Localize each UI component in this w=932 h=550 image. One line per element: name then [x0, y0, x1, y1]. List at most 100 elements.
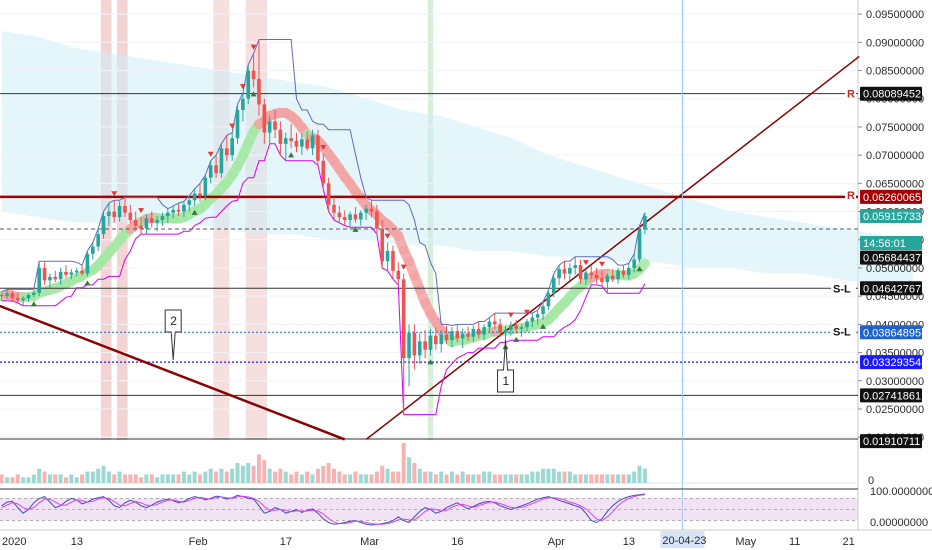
volume-bar — [0, 474, 4, 483]
candle-body — [283, 138, 288, 144]
candle-body — [117, 205, 122, 218]
volume-bar — [208, 468, 213, 483]
volume-bar — [546, 468, 551, 483]
candles — [0, 39, 647, 415]
volume-bar — [240, 465, 245, 483]
buy-marker — [513, 336, 520, 342]
volume-bar — [80, 474, 85, 483]
candle-body — [509, 325, 513, 330]
candle-body — [278, 129, 283, 144]
candle-body — [348, 214, 352, 220]
price-tag — [860, 325, 922, 340]
volume-bar — [380, 465, 385, 483]
volume-bar — [503, 474, 508, 483]
price-tag — [860, 236, 922, 251]
volume-bar — [369, 474, 374, 483]
volume-bar — [47, 474, 52, 483]
time-axis[interactable]: 2020 13 Feb 17 Mar 16 Apr 13 May 11 21 20-04-23 — [0, 529, 932, 550]
volume-bar — [10, 477, 15, 483]
sell-marker — [138, 208, 145, 214]
annotations: R R S-L S-L 2 1 — [164, 86, 856, 393]
price-axis[interactable]: 0.095000000.090000000.085000000.08000000… — [858, 9, 924, 487]
volume-bar — [53, 474, 58, 483]
price-tag-label: 0.05684437 — [863, 253, 921, 265]
candle-body — [310, 135, 315, 149]
candle-body — [214, 165, 218, 174]
candle-body — [423, 341, 427, 350]
level-label: S-L — [833, 327, 851, 339]
signal-markers — [30, 44, 643, 365]
volume-bar — [219, 468, 224, 483]
candle-body — [139, 225, 143, 229]
volume-bar — [626, 474, 631, 483]
sell-marker — [239, 84, 246, 90]
candle-body — [316, 135, 320, 161]
candle-body — [96, 234, 100, 247]
candle-body — [364, 208, 368, 213]
volume-bar — [96, 468, 101, 483]
candle-body — [267, 121, 272, 133]
sell-marker — [384, 233, 391, 239]
candle-body — [487, 321, 492, 328]
candle-body — [342, 217, 347, 220]
time-label: Feb — [189, 536, 208, 548]
volume-bar — [235, 463, 240, 483]
candle-body — [289, 138, 293, 142]
candle-body — [396, 270, 401, 280]
volume-bar — [562, 471, 567, 483]
price-tag-label: 0.05915733 — [863, 211, 921, 223]
uptrend-line — [365, 55, 860, 441]
time-label: Apr — [548, 536, 565, 548]
volume-bar — [508, 474, 513, 483]
volume-bar — [262, 460, 267, 483]
candle-body — [412, 332, 417, 356]
price-tag-label: 0.02741861 — [863, 390, 921, 402]
sell-marker — [582, 260, 589, 266]
volume-bar — [374, 471, 379, 483]
candle-body — [123, 205, 127, 213]
candle-body — [637, 229, 642, 260]
volume-bar — [390, 471, 395, 483]
volume-bar — [315, 468, 320, 483]
volume-bar — [139, 477, 144, 483]
volume-bar — [144, 474, 149, 483]
candle-body — [584, 272, 588, 280]
sell-marker — [111, 191, 118, 197]
candle-body — [632, 259, 636, 268]
volume-bar — [294, 471, 299, 483]
volume-bar — [192, 471, 197, 483]
sell-marker — [229, 123, 236, 129]
volume-bar — [337, 471, 342, 483]
candle-body — [273, 121, 277, 130]
level-label: S-L — [833, 283, 851, 295]
price-grid — [0, 13, 858, 438]
ichimoku-cloud — [1, 31, 913, 291]
price-tag-label: 0.01910711 — [863, 436, 920, 448]
volume-bar — [428, 471, 433, 483]
candle-body — [246, 70, 251, 99]
volume-bar — [283, 471, 288, 483]
candle-body — [15, 297, 20, 301]
buy-marker — [30, 301, 37, 307]
sell-marker — [523, 309, 530, 315]
volume-bar — [348, 474, 353, 483]
price-tag-label: 0.03864895 — [863, 327, 921, 339]
volume-bar — [583, 474, 588, 483]
volume-bar — [401, 443, 406, 483]
candle-body — [514, 325, 519, 329]
buy-marker — [288, 152, 295, 158]
volume-bar — [106, 471, 111, 483]
candle-body — [208, 165, 213, 178]
candle-body — [321, 160, 326, 184]
price-tag-label: 0.08089452 — [863, 89, 921, 101]
candle-body — [493, 321, 497, 325]
volume-bar — [5, 477, 10, 483]
volume-bar — [246, 463, 251, 483]
volume-bar — [69, 474, 74, 483]
candle-body — [107, 211, 111, 217]
candle-body — [149, 218, 154, 223]
volume-bar — [230, 468, 235, 483]
candle-body — [80, 270, 84, 274]
buy-marker — [250, 91, 257, 97]
